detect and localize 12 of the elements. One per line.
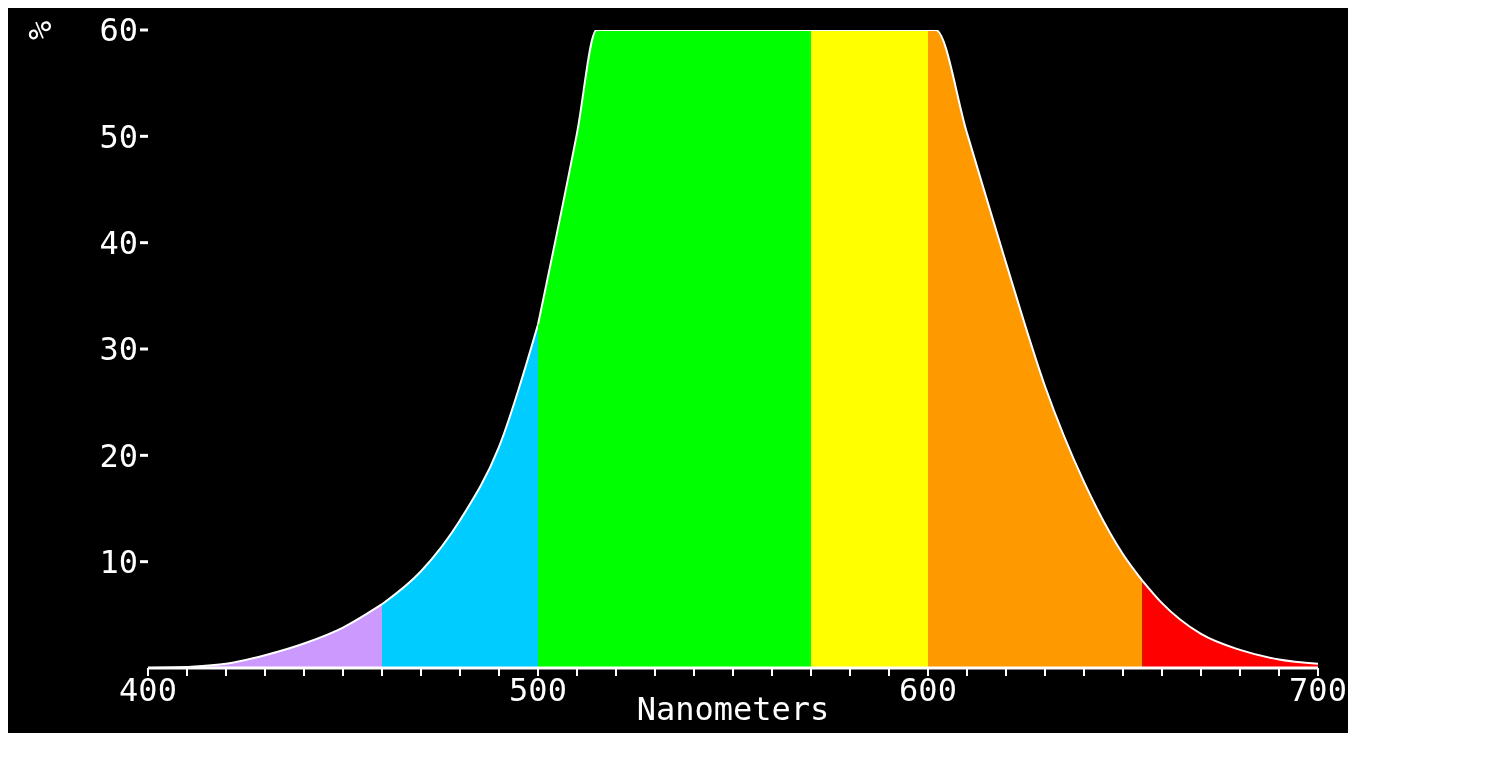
y-axis-title: % xyxy=(20,20,59,40)
y-tick-label: 40 xyxy=(99,224,138,263)
y-tick-label: 30 xyxy=(99,330,138,369)
x-tick-label: 600 xyxy=(899,670,957,709)
y-tick-label: 20 xyxy=(99,436,138,475)
y-tick-label: 60 xyxy=(99,11,138,50)
y-tick-label: 50 xyxy=(99,117,138,156)
y-tick-label: 10 xyxy=(99,543,138,582)
x-tick-label: 500 xyxy=(509,670,567,709)
x-tick-label: 700 xyxy=(1289,670,1347,709)
x-tick-label: 400 xyxy=(119,670,177,709)
x-axis-title: Nanometers xyxy=(636,690,830,728)
